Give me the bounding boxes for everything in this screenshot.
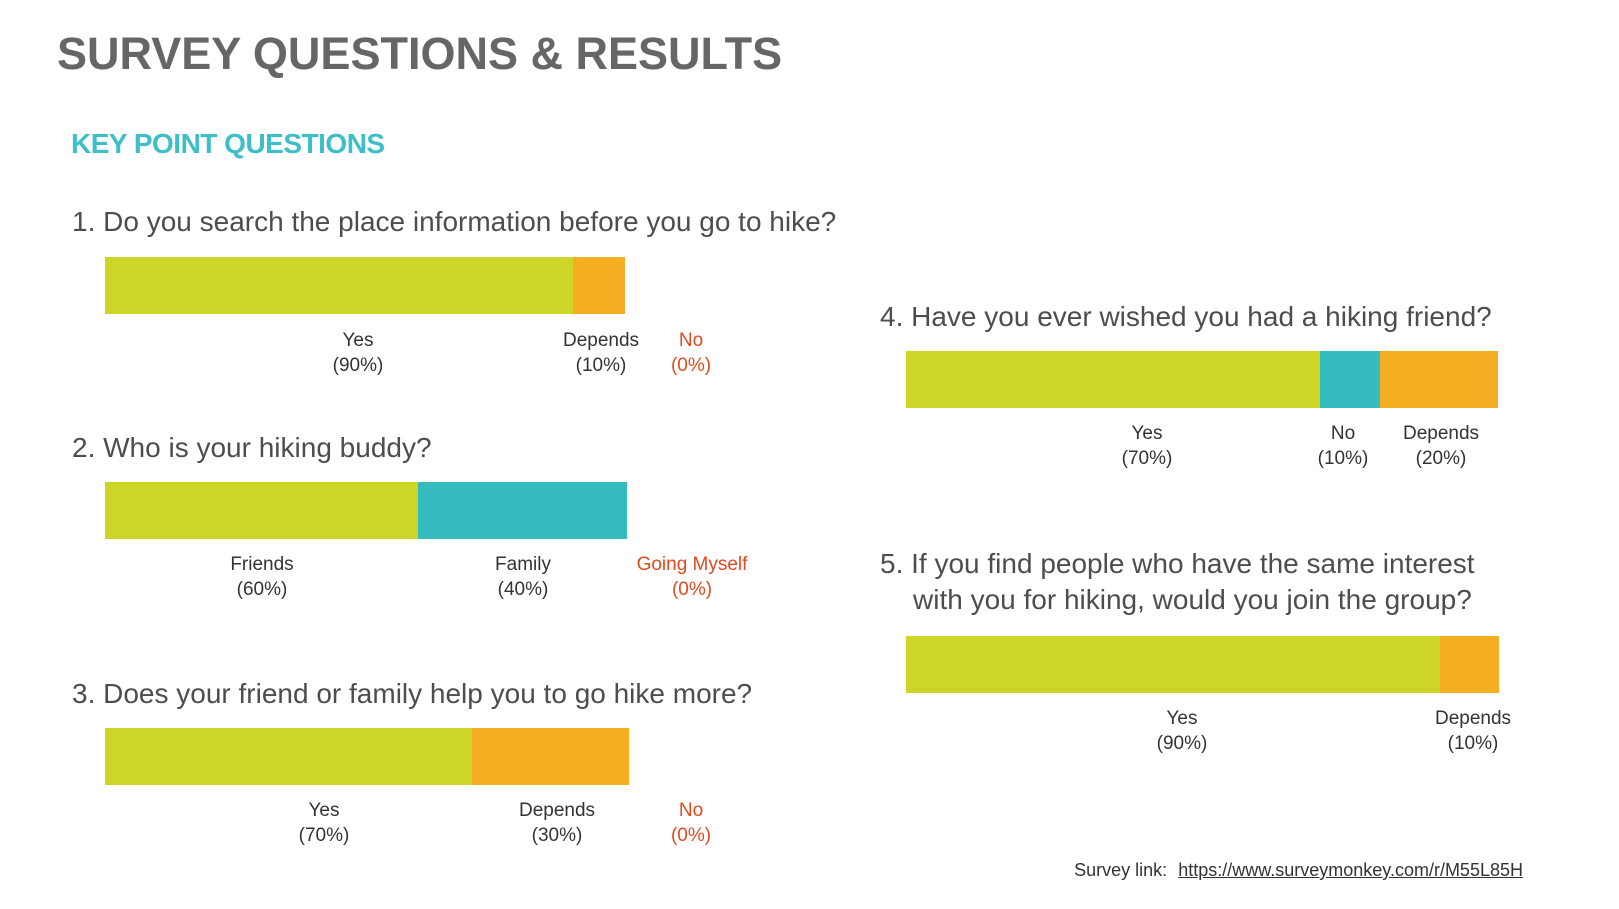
survey-link-label: Survey link: [1074,860,1168,880]
chart-5-value-yes: (90%) [1156,733,1208,754]
chart-1-label-depends: Depends (10%) [563,328,639,378]
chart-4-label-no: No (10%) [1318,421,1369,471]
chart-2-value-family: (40%) [497,579,549,600]
chart-2-segment-friends [105,482,419,539]
chart-1-category-depends: Depends [562,330,640,351]
chart-4-value-depends: (20%) [1415,448,1467,469]
chart-3-segment-yes [105,728,472,785]
chart-4-question: 4. Have you ever wished you had a hiking… [880,301,1492,332]
chart-2: 2. Who is your hiking buddy? [72,430,432,466]
chart-4-category-depends: Depends [1402,423,1480,444]
chart-1-category-yes: Yes [342,330,374,351]
chart-4-bar [906,351,1498,408]
chart-2-question: 2. Who is your hiking buddy? [72,432,432,463]
chart-4-category-no: No [1330,423,1356,444]
chart-4-label-yes: Yes (70%) [1122,421,1173,471]
chart-4-category-yes: Yes [1131,423,1163,444]
chart-1-value-depends: (10%) [575,355,627,376]
slide-title: SURVEY QUESTIONS & RESULTS [57,28,783,79]
chart-4-segment-no [1320,351,1380,408]
chart-5-bar [906,636,1499,693]
chart-1-segment-yes [105,257,573,314]
chart-5-segment-yes [906,636,1440,693]
chart-4-value-no: (10%) [1317,448,1369,469]
chart-2-label-going-myself: Going Myself (0%) [637,552,748,602]
chart-3-category-yes: Yes [308,800,340,821]
section-heading: KEY POINT QUESTIONS [71,128,385,159]
chart-5-question-line-1: 5. If you find people who have the same … [880,548,1475,579]
chart-3-question: 3. Does your friend or family help you t… [72,678,753,709]
chart-2-segment-family [418,482,627,539]
chart-2-category-friends: Friends [230,554,294,575]
chart-1-bar [105,257,625,314]
chart-4: 4. Have you ever wished you had a hiking… [880,299,1492,335]
chart-3-category-no: No [678,800,704,821]
chart-2-category-going-myself: Going Myself [636,554,748,575]
chart-1-category-no: No [678,330,704,351]
chart-3-value-yes: (70%) [298,825,350,846]
chart-1-question: 1. Do you search the place information b… [72,206,837,237]
chart-3-category-depends: Depends [518,800,596,821]
chart-5-segment-depends [1439,636,1499,693]
chart-3-value-depends: (30%) [531,825,583,846]
chart-3-label-no: No (0%) [671,798,711,848]
chart-1-label-no: No (0%) [671,328,711,378]
chart-2-label-friends: Friends (60%) [230,552,293,602]
chart-1-label-yes: Yes (90%) [333,328,384,378]
chart-1-value-yes: (90%) [332,355,384,376]
chart-5: 5. If you find people who have the same … [880,546,1475,618]
chart-2-category-family: Family [495,554,551,575]
chart-1-value-no: (0%) [670,355,712,376]
chart-5-label-yes: Yes (90%) [1157,706,1208,756]
chart-1-segment-depends [573,257,625,314]
chart-4-label-depends: Depends (20%) [1403,421,1479,471]
chart-3-segment-depends [471,728,629,785]
survey-link[interactable]: https://www.surveymonkey.com/r/M55L85H [1178,860,1523,880]
chart-3-bar [105,728,629,785]
chart-5-category-depends: Depends [1434,708,1512,729]
chart-5-question-line-2: with you for hiking, would you join the … [913,584,1472,615]
chart-3-label-depends: Depends (30%) [519,798,595,848]
chart-2-value-going-myself: (0%) [671,579,713,600]
chart-4-segment-yes [906,351,1321,408]
chart-4-segment-depends [1379,351,1498,408]
survey-link-footer: Survey link: https://www.surveymonkey.co… [1074,860,1523,881]
chart-2-bar [105,482,627,539]
chart-5-value-depends: (10%) [1447,733,1499,754]
chart-5-label-depends: Depends (10%) [1435,706,1511,756]
chart-3-label-yes: Yes (70%) [299,798,350,848]
chart-2-value-friends: (60%) [236,579,288,600]
chart-3: 3. Does your friend or family help you t… [72,676,752,712]
chart-2-label-family: Family (40%) [495,552,551,602]
chart-3-value-no: (0%) [670,825,712,846]
chart-4-value-yes: (70%) [1121,448,1173,469]
chart-1: 1. Do you search the place information b… [72,204,836,240]
chart-5-category-yes: Yes [1166,708,1198,729]
